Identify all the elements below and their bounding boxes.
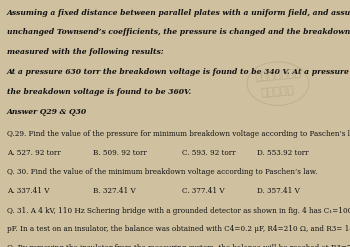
Text: Q.29. Find the value of the pressure for minimum breakdown voltage according to : Q.29. Find the value of the pressure for… — [7, 130, 350, 138]
Text: Q. 30. Find the value of the minimum breakdown voltage according to Paschen’s la: Q. 30. Find the value of the minimum bre… — [7, 168, 317, 176]
Text: A. 337.41 V: A. 337.41 V — [7, 187, 49, 195]
Text: At a pressure 630 torr the breakdown voltage is found to be 340 V. At a pressure: At a pressure 630 torr the breakdown vol… — [7, 68, 350, 76]
Text: Q. 31. A 4 kV, 110 Hz Schering bridge with a grounded detector as shown in fig. : Q. 31. A 4 kV, 110 Hz Schering bridge wi… — [7, 206, 350, 215]
Text: A. 527. 92 torr: A. 527. 92 torr — [7, 149, 61, 157]
Text: الثالثة: الثالثة — [254, 68, 301, 82]
Text: Ω. By removing the insulator from the measuring system, the balance will be reac: Ω. By removing the insulator from the me… — [7, 244, 350, 247]
Text: الجزء: الجزء — [261, 86, 295, 99]
Text: C. 593. 92 torr: C. 593. 92 torr — [182, 149, 235, 157]
Text: D. 553.92 torr: D. 553.92 torr — [257, 149, 309, 157]
Text: unchanged Townsend’s coefficients, the pressure is changed and the breakdown vol: unchanged Townsend’s coefficients, the p… — [7, 28, 350, 36]
Text: the breakdown voltage is found to be 360V.: the breakdown voltage is found to be 360… — [7, 88, 191, 96]
Text: D. 357.41 V: D. 357.41 V — [257, 187, 300, 195]
Text: Answer Q29 & Q30: Answer Q29 & Q30 — [7, 108, 87, 116]
Text: B. 509. 92 torr: B. 509. 92 torr — [93, 149, 146, 157]
Text: Assuming a fixed distance between parallel plates with a uniform field, and assu: Assuming a fixed distance between parall… — [7, 9, 350, 17]
Text: C. 377.41 V: C. 377.41 V — [182, 187, 224, 195]
Text: measured with the following results:: measured with the following results: — [7, 48, 163, 56]
Text: B. 327.41 V: B. 327.41 V — [93, 187, 135, 195]
Text: pF. In a test on an insulator, the balance was obtained with C4=0.2 μF, R4=210 Ω: pF. In a test on an insulator, the balan… — [7, 226, 350, 233]
